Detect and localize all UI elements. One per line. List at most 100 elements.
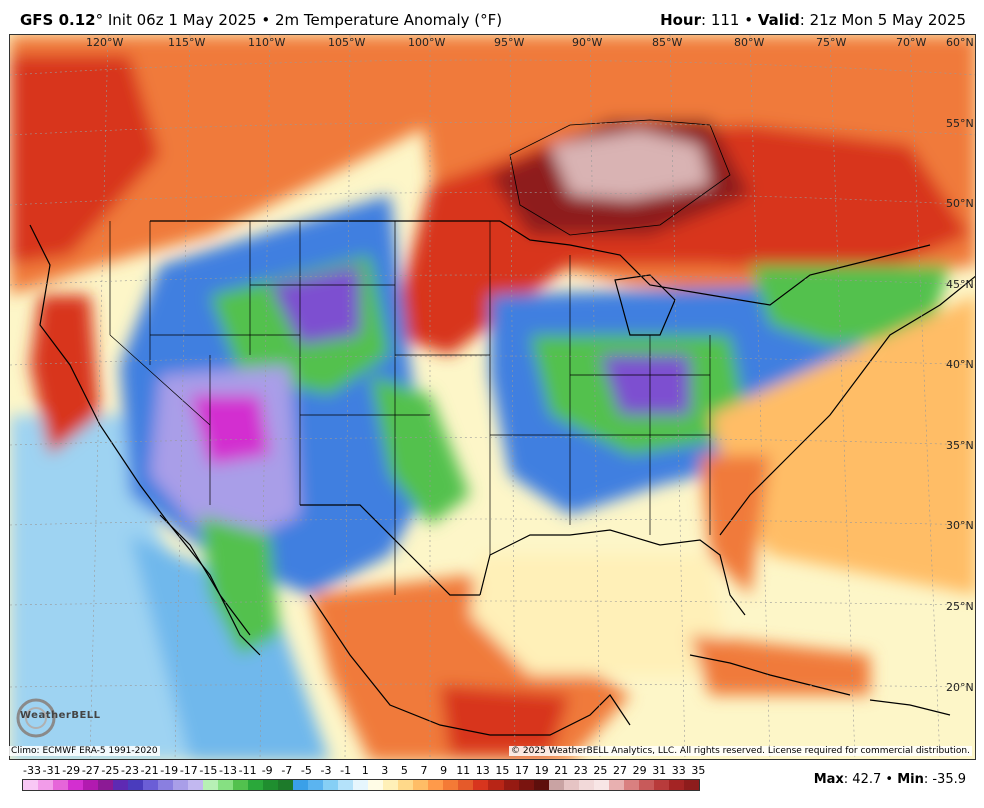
colorbar-label: 23 xyxy=(573,764,588,777)
lon-label-105w: 105°W xyxy=(328,36,366,49)
colorbar-swatch xyxy=(398,780,414,790)
colorbar-label: 19 xyxy=(534,764,549,777)
map-header: GFS 0.12° Init 06z 1 May 2025 • 2m Tempe… xyxy=(0,0,984,34)
colorbar-swatch xyxy=(443,780,459,790)
colorbar-swatch xyxy=(98,780,114,790)
colorbar-label: 17 xyxy=(515,764,529,777)
colorbar-swatch xyxy=(278,780,294,790)
southeast-warm-area xyxy=(700,455,770,595)
max-min-readout: Max: 42.7 • Min: -35.9 xyxy=(814,772,966,787)
us-mexico-border xyxy=(300,504,480,596)
colorbar-swatch xyxy=(293,780,309,790)
colorbar-swatch xyxy=(263,780,279,790)
logo-text: WeatherBELL xyxy=(20,710,101,721)
colorbar-swatch xyxy=(248,780,264,790)
colorbar-label: -17 xyxy=(179,764,198,777)
init-description: Init 06z 1 May 2025 • 2m Temperature Ano… xyxy=(103,11,503,29)
northeast-cool-green xyxy=(750,265,950,345)
colorbar-label: -15 xyxy=(199,764,218,777)
colorbar-swatch xyxy=(173,780,189,790)
colorbar-label: 31 xyxy=(652,764,667,777)
lon-label-85w: 85°W xyxy=(652,36,683,49)
colorbar-swatch xyxy=(683,780,699,790)
colorbar-label: -7 xyxy=(281,764,293,777)
lon-label-75w: 75°W xyxy=(816,36,847,49)
copyright-note: © 2025 WeatherBELL Analytics, LLC. All r… xyxy=(509,746,972,756)
colorbar-swatch xyxy=(143,780,159,790)
great-lakes-border xyxy=(499,220,931,306)
colorbar-swatch xyxy=(38,780,54,790)
min-value: : -35.9 xyxy=(923,772,966,787)
colorbar-label: 15 xyxy=(495,764,510,777)
lon-label-110w: 110°W xyxy=(248,36,286,49)
colorbar-swatch xyxy=(308,780,324,790)
colorbar-swatch xyxy=(458,780,474,790)
lat-label-55n: 55°N xyxy=(946,117,974,130)
colorbar-label: 7 xyxy=(420,764,428,777)
colorbar-label: 11 xyxy=(456,764,471,777)
colorbar-label: 3 xyxy=(381,764,389,777)
state-lines xyxy=(109,221,711,595)
colorbar-label: -5 xyxy=(300,764,312,777)
lat-label-20n: 20°N xyxy=(946,681,974,694)
lat-label-40n: 40°N xyxy=(946,358,974,371)
cuba-outline xyxy=(689,654,851,696)
lake-michigan-outline xyxy=(614,274,676,336)
colorbar-label: -31 xyxy=(42,764,61,777)
colorbar-label: -11 xyxy=(238,764,257,777)
colorbar-swatch xyxy=(623,780,639,790)
colorbar-swatch xyxy=(128,780,144,790)
lon-label-90w: 90°W xyxy=(572,36,603,49)
colorbar-swatch xyxy=(548,780,564,790)
colorbar xyxy=(22,779,700,791)
colorbar-swatch xyxy=(533,780,549,790)
colorbar-label: -3 xyxy=(320,764,332,777)
colorbar-swatch xyxy=(188,780,204,790)
climo-note: Climo: ECMWF ERA-5 1991-2020 xyxy=(9,746,160,756)
valid-value: : 21z Mon 5 May 2025 xyxy=(799,11,966,29)
anomaly-map: 120°W 115°W 110°W 105°W 100°W 95°W 90°W … xyxy=(9,34,976,760)
colorbar-swatch xyxy=(488,780,504,790)
atlantic-coastline xyxy=(719,275,975,536)
colorbar-swatch xyxy=(23,780,39,790)
lat-label-50n: 50°N xyxy=(946,197,974,210)
lat-label-60n: 60°N xyxy=(946,36,974,49)
max-label: Max xyxy=(813,772,844,787)
weatherbell-logo-icon xyxy=(16,698,56,738)
lat-label-30n: 30°N xyxy=(946,519,974,532)
hour-label: Hour xyxy=(660,11,701,29)
graticule xyxy=(10,35,975,759)
colorbar-label: -13 xyxy=(219,764,237,777)
colorbar-swatch xyxy=(233,780,249,790)
hispaniola-outline xyxy=(869,699,951,716)
colorbar-swatch xyxy=(653,780,669,790)
baja-cool-green xyxy=(200,515,280,655)
colorbar-label: -23 xyxy=(121,764,139,777)
colorbar-label: 35 xyxy=(691,764,706,777)
colorbar-swatch xyxy=(53,780,69,790)
colorbar-swatch xyxy=(668,780,684,790)
colorbar-swatch xyxy=(338,780,354,790)
max-value: : 42.7 • xyxy=(843,772,898,787)
colorbar-label: 21 xyxy=(554,764,569,777)
colorbar-swatch xyxy=(113,780,129,790)
colorbar-label: -33 xyxy=(23,764,41,777)
colorbar-swatch xyxy=(473,780,489,790)
colorbar-label: 33 xyxy=(671,764,686,777)
lon-label-70w: 70°W xyxy=(896,36,927,49)
lon-label-95w: 95°W xyxy=(494,36,525,49)
colorbar-swatch xyxy=(518,780,534,790)
colorbar-label: 27 xyxy=(613,764,627,777)
lon-label-120w: 120°W xyxy=(86,36,124,49)
northwest-hot-core xyxy=(10,55,160,265)
colorbar-labels: -33 -31 -29 -27 -25 -23 -21 -19 -17 -15 -13 -11 -9 -7… xyxy=(14,764,714,778)
lat-label-45n: 45°N xyxy=(946,278,974,291)
baja-coastline xyxy=(159,514,251,636)
colorbar-swatch xyxy=(593,780,609,790)
cuba-warm-area xyxy=(690,635,870,695)
hour-value: : 111 • xyxy=(701,11,758,29)
valid-time: Hour: 111 • Valid: 21z Mon 5 May 2025 xyxy=(660,11,966,29)
colorbar-label: 13 xyxy=(475,764,490,777)
colorbar-swatch xyxy=(203,780,219,790)
colorbar-label: -19 xyxy=(160,764,179,777)
